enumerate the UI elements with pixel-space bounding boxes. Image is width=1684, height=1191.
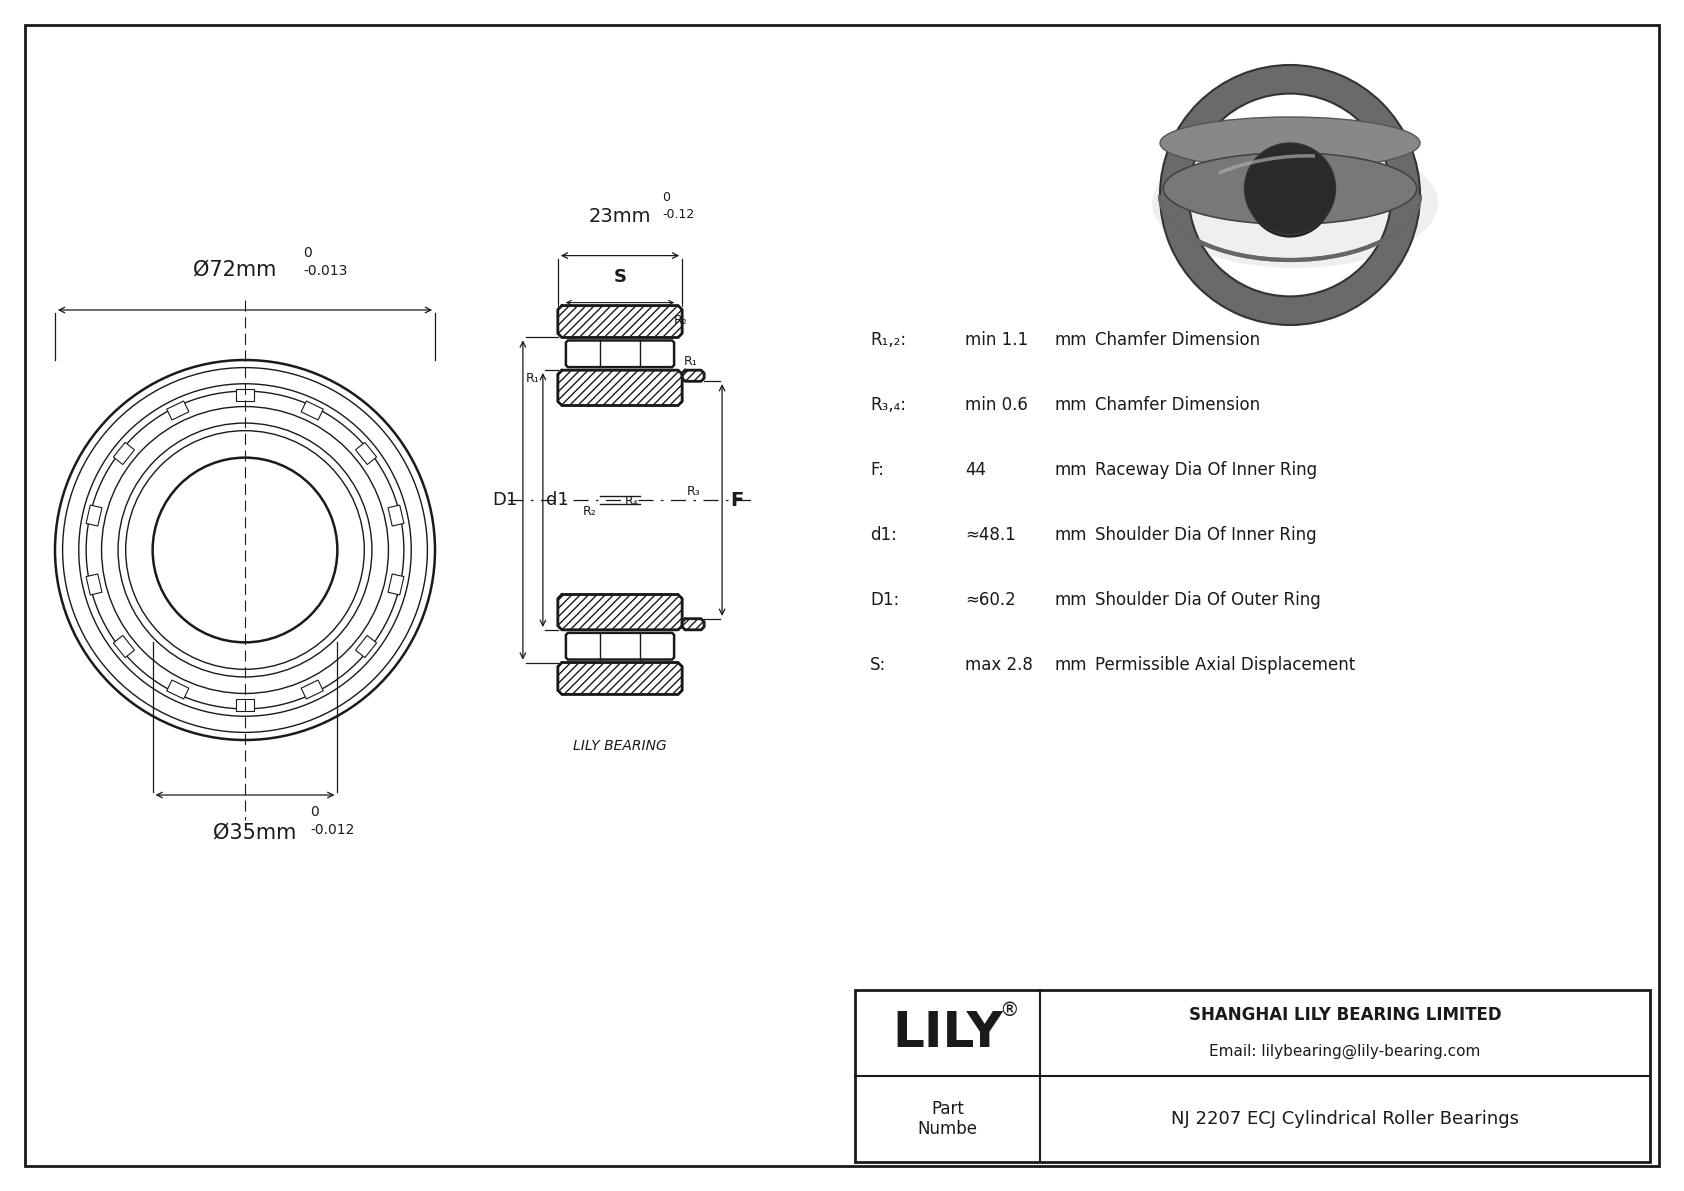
Polygon shape bbox=[113, 442, 135, 464]
Text: max 2.8: max 2.8 bbox=[965, 656, 1032, 674]
Polygon shape bbox=[86, 574, 103, 596]
Text: mm: mm bbox=[1054, 591, 1088, 609]
Ellipse shape bbox=[1160, 117, 1420, 169]
Circle shape bbox=[1248, 154, 1332, 237]
Text: ≈48.1: ≈48.1 bbox=[965, 526, 1015, 544]
Ellipse shape bbox=[153, 457, 337, 642]
Polygon shape bbox=[355, 636, 377, 657]
Polygon shape bbox=[557, 306, 682, 337]
Circle shape bbox=[1244, 143, 1335, 233]
Text: ®: ® bbox=[1000, 1002, 1019, 1021]
Text: mm: mm bbox=[1054, 395, 1088, 414]
Bar bbox=[855, 990, 1650, 1162]
Text: 0: 0 bbox=[303, 247, 312, 260]
Ellipse shape bbox=[1164, 152, 1416, 224]
Text: R₁: R₁ bbox=[684, 355, 697, 368]
Polygon shape bbox=[566, 632, 674, 660]
Text: Shoulder Dia Of Inner Ring: Shoulder Dia Of Inner Ring bbox=[1095, 526, 1317, 544]
Text: d1:: d1: bbox=[871, 526, 898, 544]
Text: 44: 44 bbox=[965, 461, 987, 479]
Polygon shape bbox=[682, 370, 704, 381]
Text: NJ 2207 ECJ Cylindrical Roller Bearings: NJ 2207 ECJ Cylindrical Roller Bearings bbox=[1170, 1110, 1519, 1128]
Polygon shape bbox=[167, 401, 189, 420]
Text: LILY BEARING: LILY BEARING bbox=[573, 740, 667, 754]
Polygon shape bbox=[387, 505, 404, 526]
Polygon shape bbox=[236, 389, 254, 401]
Polygon shape bbox=[566, 341, 674, 367]
Text: Permissible Axial Displacement: Permissible Axial Displacement bbox=[1095, 656, 1356, 674]
Text: Ø35mm: Ø35mm bbox=[214, 823, 296, 843]
Polygon shape bbox=[86, 505, 103, 526]
Polygon shape bbox=[557, 594, 682, 630]
Polygon shape bbox=[301, 401, 323, 420]
Text: 0: 0 bbox=[310, 805, 318, 819]
Text: Chamfer Dimension: Chamfer Dimension bbox=[1095, 331, 1260, 349]
Text: mm: mm bbox=[1054, 461, 1088, 479]
Text: D1:: D1: bbox=[871, 591, 899, 609]
Polygon shape bbox=[557, 662, 682, 694]
Text: Chamfer Dimension: Chamfer Dimension bbox=[1095, 395, 1260, 414]
Text: Part
Numbe: Part Numbe bbox=[918, 1099, 977, 1139]
Text: -0.12: -0.12 bbox=[662, 207, 694, 220]
Text: Raceway Dia Of Inner Ring: Raceway Dia Of Inner Ring bbox=[1095, 461, 1317, 479]
Text: S: S bbox=[613, 268, 626, 286]
Text: 0: 0 bbox=[662, 191, 670, 204]
Text: R₃,₄:: R₃,₄: bbox=[871, 395, 906, 414]
Text: min 1.1: min 1.1 bbox=[965, 331, 1029, 349]
Text: D1: D1 bbox=[493, 491, 519, 509]
Text: mm: mm bbox=[1054, 656, 1088, 674]
Polygon shape bbox=[301, 680, 323, 699]
Text: F: F bbox=[731, 491, 743, 510]
Text: Shoulder Dia Of Outer Ring: Shoulder Dia Of Outer Ring bbox=[1095, 591, 1320, 609]
Text: R₃: R₃ bbox=[687, 485, 701, 498]
Ellipse shape bbox=[1152, 138, 1438, 268]
Text: F:: F: bbox=[871, 461, 884, 479]
Text: -0.012: -0.012 bbox=[310, 823, 354, 837]
Text: R₁: R₁ bbox=[525, 372, 541, 385]
Text: Email: lilybearing@lily-bearing.com: Email: lilybearing@lily-bearing.com bbox=[1209, 1043, 1480, 1059]
Polygon shape bbox=[167, 680, 189, 699]
Text: d1: d1 bbox=[546, 491, 569, 509]
Polygon shape bbox=[387, 574, 404, 596]
Text: R₂: R₂ bbox=[674, 313, 687, 326]
Text: Ø72mm: Ø72mm bbox=[194, 260, 276, 280]
Text: SHANGHAI LILY BEARING LIMITED: SHANGHAI LILY BEARING LIMITED bbox=[1189, 1006, 1502, 1024]
Text: LILY: LILY bbox=[893, 1009, 1004, 1056]
Text: 23mm: 23mm bbox=[589, 206, 652, 225]
Text: R₂: R₂ bbox=[583, 505, 596, 518]
Text: -0.013: -0.013 bbox=[303, 264, 347, 278]
Polygon shape bbox=[682, 619, 704, 630]
Text: min 0.6: min 0.6 bbox=[965, 395, 1027, 414]
Text: R₁,₂:: R₁,₂: bbox=[871, 331, 906, 349]
Text: mm: mm bbox=[1054, 331, 1088, 349]
Polygon shape bbox=[557, 370, 682, 405]
Text: R₄: R₄ bbox=[625, 495, 638, 509]
Text: ≈60.2: ≈60.2 bbox=[965, 591, 1015, 609]
Polygon shape bbox=[355, 442, 377, 464]
Polygon shape bbox=[236, 699, 254, 711]
Polygon shape bbox=[113, 636, 135, 657]
Text: mm: mm bbox=[1054, 526, 1088, 544]
Text: S:: S: bbox=[871, 656, 886, 674]
